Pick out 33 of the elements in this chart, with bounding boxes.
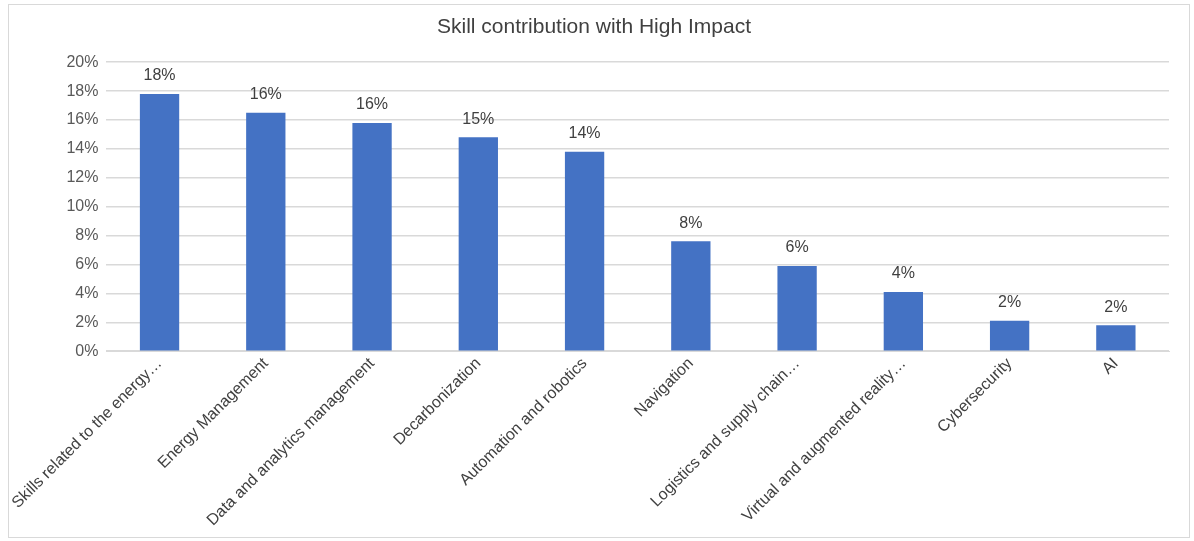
data-label: 2%: [998, 293, 1022, 311]
bar: [246, 112, 286, 351]
data-label: 14%: [568, 124, 601, 142]
data-label: 18%: [143, 66, 176, 84]
bar: [139, 93, 180, 351]
bar: [989, 320, 1030, 351]
y-tick-label: 4%: [75, 283, 99, 301]
bar: [671, 241, 711, 351]
y-tick-label: 20%: [66, 52, 99, 70]
data-label: 2%: [1104, 297, 1128, 315]
chart-title: Skill contribution with High Impact: [437, 14, 752, 38]
data-label: 16%: [249, 85, 282, 103]
y-tick-label: 2%: [75, 312, 99, 330]
y-tick-label: 18%: [66, 81, 99, 99]
y-tick-label: 12%: [66, 168, 99, 186]
bar: [352, 122, 392, 351]
x-tick-label: AI: [1098, 354, 1122, 377]
data-label: 16%: [356, 95, 389, 113]
y-tick-label: 14%: [66, 139, 99, 157]
bar: [564, 151, 605, 351]
data-label: 8%: [679, 213, 703, 231]
y-tick-label: 8%: [75, 225, 99, 243]
bar: [777, 265, 817, 351]
bar: [458, 137, 498, 351]
y-tick-label: 16%: [66, 110, 99, 128]
bar: [883, 291, 924, 351]
data-label: 6%: [785, 238, 809, 256]
data-label: 4%: [891, 264, 915, 282]
bar: [1096, 325, 1136, 351]
y-tick-label: 0%: [75, 341, 99, 359]
y-tick-label: 6%: [75, 254, 99, 272]
data-label: 15%: [462, 109, 495, 127]
y-tick-label: 10%: [66, 197, 99, 215]
